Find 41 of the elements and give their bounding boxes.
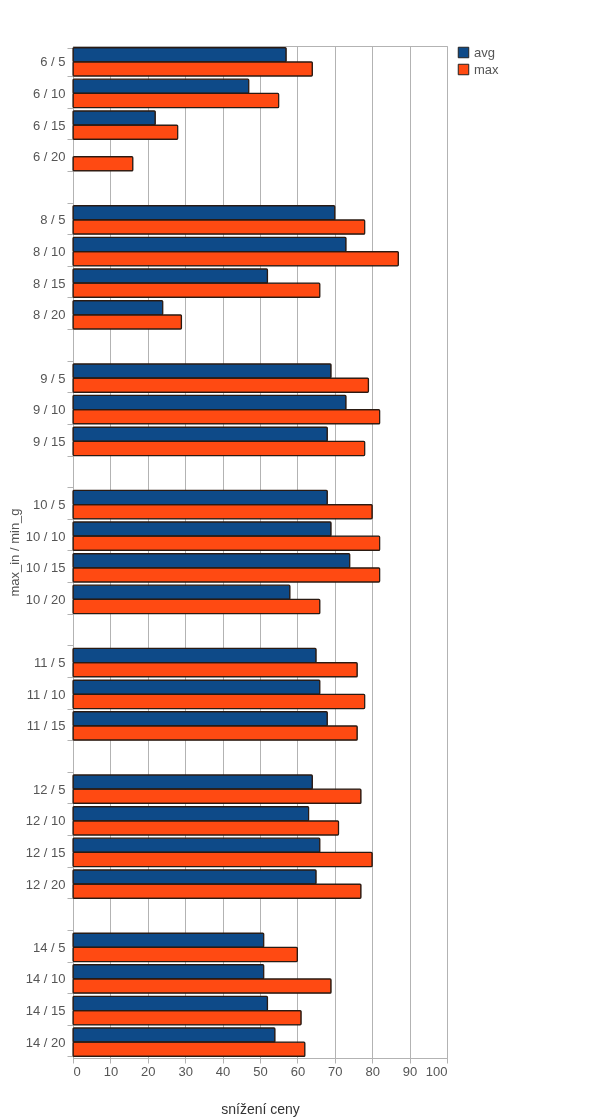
x-tick-label: 10: [103, 1063, 119, 1079]
legend-label: max: [474, 61, 500, 77]
y-tick-label: 8 / 15: [32, 275, 66, 291]
y-tick-label: 14 / 5: [32, 939, 66, 955]
x-tick-label: 90: [402, 1063, 418, 1079]
y-tick-label: 9 / 5: [40, 370, 66, 386]
x-axis-title: snížení ceny: [221, 1100, 300, 1117]
y-tick-label: 14 / 10: [25, 971, 66, 987]
y-tick-label: 9 / 15: [32, 433, 66, 449]
y-axis-title: max_in / min_g: [6, 508, 22, 597]
y-tick-label: 12 / 10: [25, 813, 66, 829]
x-tick-label: 50: [253, 1063, 268, 1079]
y-tick-label: 8 / 10: [32, 244, 66, 260]
y-tick-label: 8 / 20: [32, 307, 66, 323]
x-tick-label: 20: [141, 1063, 156, 1079]
x-tick-label: 60: [290, 1063, 306, 1079]
y-tick-label: 8 / 5: [40, 212, 66, 228]
y-tick-label: 6 / 5: [40, 54, 66, 70]
x-tick-label: 70: [328, 1063, 343, 1079]
y-tick-label: 9 / 10: [32, 402, 66, 418]
y-tick-label: 10 / 20: [25, 591, 66, 607]
y-tick-label: 10 / 15: [25, 560, 66, 576]
y-tick-label: 6 / 10: [32, 85, 66, 101]
y-tick-label: 10 / 5: [32, 497, 66, 513]
y-tick-label: 6 / 15: [32, 117, 66, 133]
y-tick-label: 11 / 5: [33, 655, 66, 671]
y-tick-label: 12 / 20: [25, 876, 66, 892]
y-tick-label: 12 / 15: [25, 844, 66, 860]
y-tick-label: 12 / 5: [32, 781, 66, 797]
x-tick-label: 0: [73, 1063, 81, 1079]
y-tick-label: 14 / 15: [25, 1003, 66, 1019]
x-tick-label: 80: [365, 1063, 380, 1079]
y-tick-label: 14 / 20: [25, 1034, 66, 1050]
x-tick-label: 30: [178, 1063, 193, 1079]
y-tick-label: 6 / 20: [32, 149, 66, 165]
x-tick-label: 100: [425, 1063, 448, 1079]
y-tick-label: 11 / 10: [26, 686, 66, 702]
x-tick-label: 40: [215, 1063, 231, 1079]
y-tick-label: 11 / 15: [26, 718, 66, 734]
legend-label: avg: [474, 44, 495, 60]
y-tick-label: 10 / 10: [25, 528, 66, 544]
